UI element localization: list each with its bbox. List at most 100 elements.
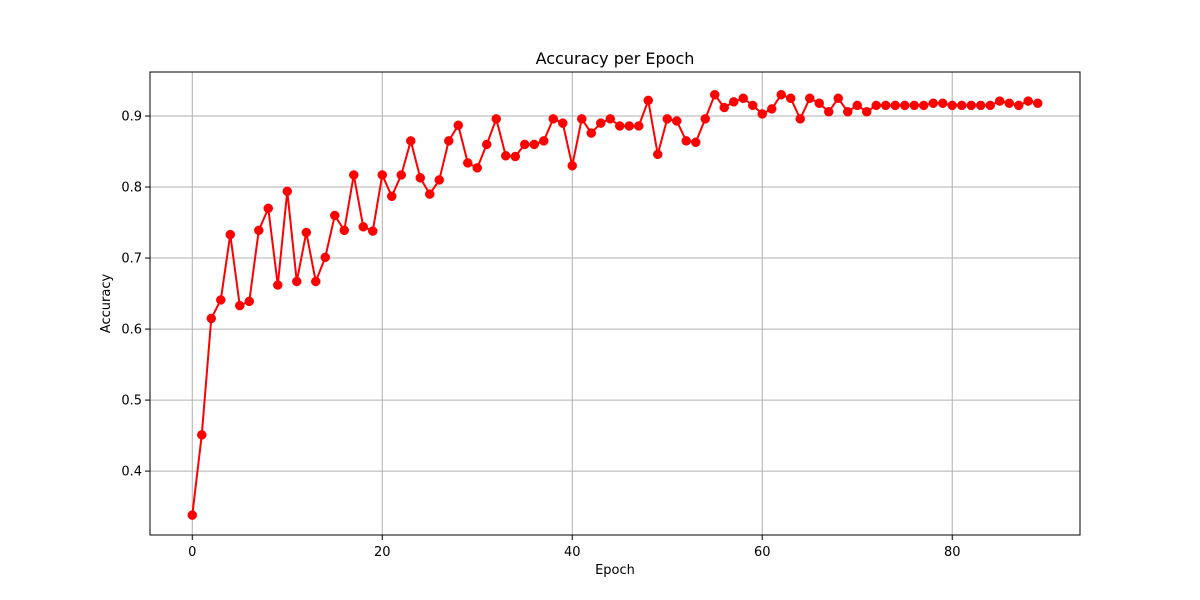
data-point	[254, 225, 264, 236]
data-point	[339, 225, 350, 236]
data-point	[766, 104, 777, 114]
data-point	[282, 186, 293, 197]
data-point	[738, 93, 748, 104]
data-point	[377, 170, 388, 180]
data-point	[1004, 98, 1014, 108]
data-point	[453, 120, 464, 131]
x-tick-label: 80	[944, 545, 961, 560]
y-axis-label: Accuracy	[99, 274, 114, 334]
data-point	[833, 93, 843, 104]
data-point	[206, 313, 217, 324]
data-point	[947, 100, 957, 111]
y-tick-label: 0.8	[121, 181, 142, 196]
data-point	[795, 114, 805, 124]
data-point	[823, 107, 834, 117]
data-point	[719, 102, 729, 113]
data-point	[596, 118, 606, 128]
data-point	[899, 100, 910, 111]
x-axis-label: Epoch	[595, 563, 635, 578]
data-point	[880, 100, 891, 111]
y-tick-label: 0.9	[121, 110, 142, 125]
data-point	[396, 170, 407, 180]
data-point	[529, 139, 540, 150]
data-point	[994, 96, 1005, 106]
data-point	[501, 151, 511, 161]
data-point	[909, 100, 919, 111]
data-point	[605, 114, 616, 124]
data-point	[652, 149, 663, 160]
data-point	[814, 98, 824, 108]
data-point	[368, 226, 378, 236]
x-tick-label: 20	[374, 545, 391, 560]
data-point	[558, 118, 568, 128]
data-point	[662, 114, 672, 124]
data-point	[577, 114, 587, 124]
data-point	[709, 89, 720, 100]
data-point	[358, 222, 369, 232]
data-point	[1013, 100, 1024, 111]
y-tick-label: 0.4	[121, 465, 142, 480]
data-point	[472, 163, 483, 173]
grid	[150, 72, 1080, 535]
data-point	[861, 107, 872, 117]
data-point	[225, 229, 236, 240]
x-tick-label: 60	[754, 545, 771, 560]
data-point	[956, 100, 967, 111]
data-point	[520, 139, 530, 150]
data-point	[415, 173, 426, 183]
data-point	[852, 100, 862, 111]
data-point	[434, 175, 445, 185]
data-point	[871, 100, 881, 111]
data-point	[690, 137, 701, 148]
data-point	[548, 114, 559, 124]
data-point	[482, 139, 492, 150]
data-point	[311, 276, 321, 287]
data-point	[975, 100, 986, 111]
plot-frame	[149, 71, 1081, 536]
data-point	[263, 203, 274, 214]
data-point	[937, 98, 948, 108]
data-point	[804, 93, 815, 104]
data-point	[463, 158, 473, 168]
data-point	[425, 189, 435, 199]
data-point	[1032, 98, 1043, 108]
data-point	[292, 276, 302, 287]
x-tick-label: 0	[188, 545, 196, 560]
y-tick-label: 0.6	[121, 323, 142, 338]
data-point	[187, 510, 198, 520]
data-point	[444, 136, 454, 146]
data-point	[235, 300, 245, 311]
data-point	[985, 100, 995, 111]
data-point	[539, 136, 549, 146]
data-point	[966, 100, 976, 111]
data-point	[747, 100, 758, 111]
chart-title: Accuracy per Epoch	[536, 49, 695, 68]
data-point	[510, 151, 521, 162]
data-point	[671, 116, 682, 126]
data-point	[643, 95, 653, 106]
series-points	[187, 89, 1043, 520]
data-point	[387, 191, 397, 202]
data-point	[586, 128, 597, 138]
data-point	[567, 160, 578, 171]
data-point	[890, 100, 900, 111]
data-point	[633, 121, 644, 131]
data-point	[491, 114, 502, 124]
data-point	[320, 252, 331, 263]
data-point	[349, 170, 359, 180]
data-point	[757, 109, 767, 119]
data-point	[776, 89, 786, 100]
data-point	[244, 296, 255, 307]
x-tick-label: 40	[564, 545, 581, 560]
data-point	[301, 227, 312, 238]
data-point	[216, 295, 226, 305]
data-point	[785, 93, 796, 104]
data-point	[681, 136, 691, 146]
data-point	[614, 121, 625, 131]
data-point	[700, 114, 710, 124]
data-point	[624, 121, 634, 131]
data-point	[842, 107, 853, 117]
